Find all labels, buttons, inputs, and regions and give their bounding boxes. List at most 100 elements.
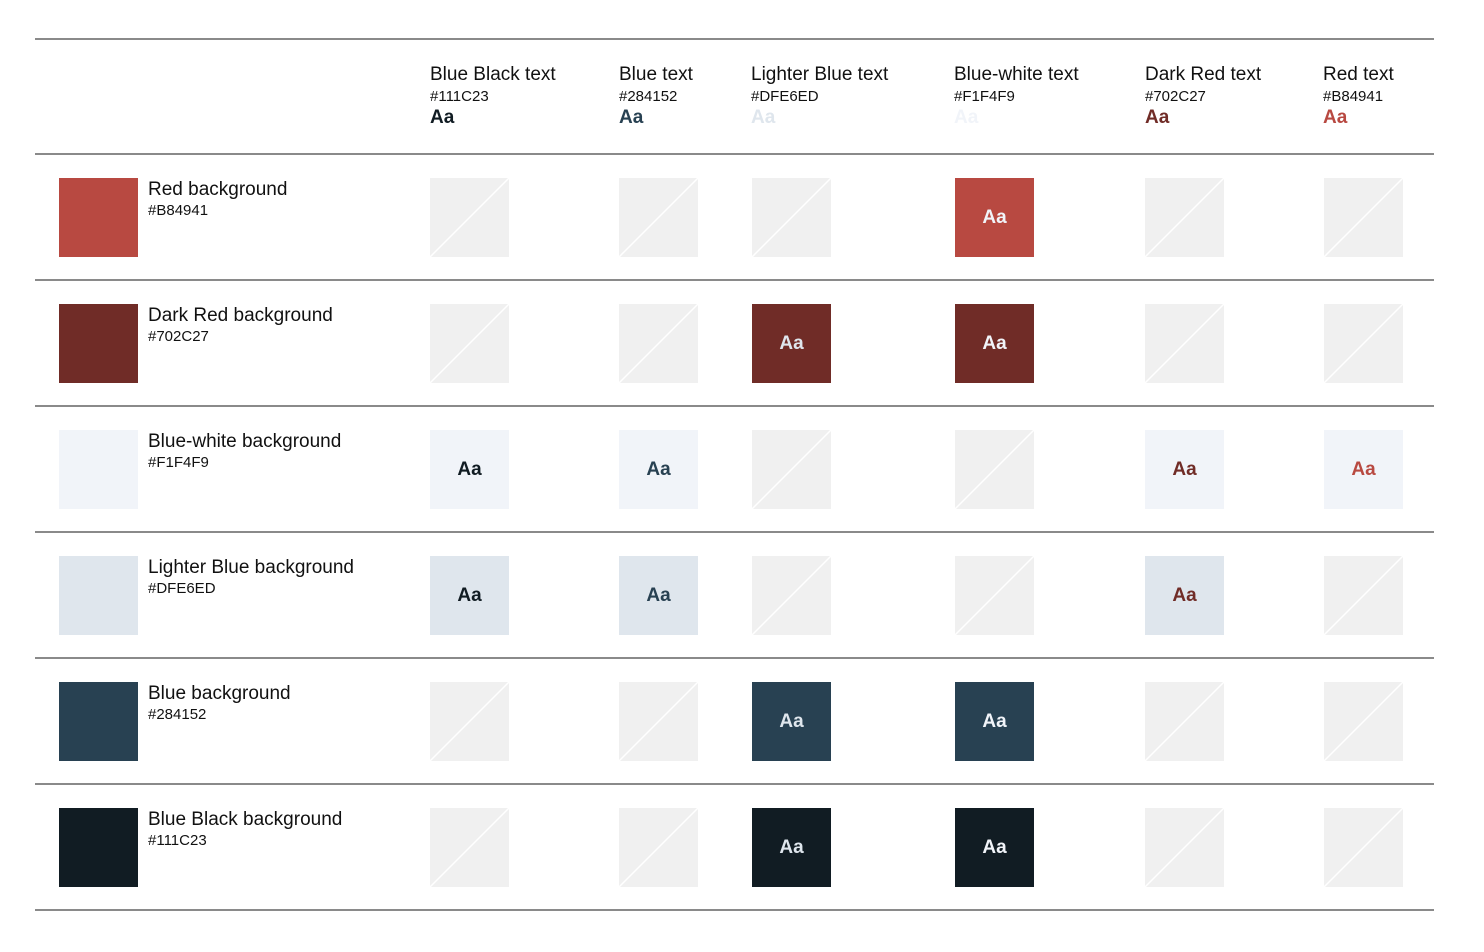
strike-through-icon: [619, 178, 698, 257]
contrast-sample-cell: Aa: [430, 556, 509, 635]
background-hex: #111C23: [148, 832, 207, 849]
strike-through-icon: [752, 556, 831, 635]
column-sample: Aa: [751, 107, 776, 128]
column-header: Dark Red text #702C27 Aa: [1145, 62, 1261, 129]
unavailable-combination-cell: [1324, 556, 1403, 635]
column-name: Lighter Blue text: [751, 64, 889, 85]
unavailable-combination-cell: [619, 304, 698, 383]
row-label: Blue Black background #111C23: [148, 807, 342, 851]
strike-through-icon: [430, 682, 509, 761]
column-sample: Aa: [430, 107, 455, 128]
strike-through-icon: [1145, 682, 1224, 761]
strike-through-icon: [619, 808, 698, 887]
column-hex: #284152: [619, 88, 678, 105]
background-name: Red background: [148, 179, 288, 200]
unavailable-combination-cell: [955, 556, 1034, 635]
column-hex: #F1F4F9: [954, 88, 1015, 105]
matrix-row: Blue Black background #111C23 Aa Aa: [0, 785, 1484, 911]
column-sample: Aa: [1323, 107, 1348, 128]
strike-through-icon: [1145, 304, 1224, 383]
unavailable-combination-cell: [1324, 808, 1403, 887]
contrast-sample-cell: Aa: [1145, 556, 1224, 635]
unavailable-combination-cell: [1145, 682, 1224, 761]
row-divider: [35, 405, 1434, 407]
contrast-sample-cell: Aa: [955, 304, 1034, 383]
column-sample: Aa: [619, 107, 644, 128]
strike-through-icon: [430, 808, 509, 887]
row-label: Blue background #284152: [148, 681, 291, 725]
background-hex: #DFE6ED: [148, 580, 216, 597]
strike-through-icon: [955, 430, 1034, 509]
unavailable-combination-cell: [619, 682, 698, 761]
column-name: Red text: [1323, 64, 1394, 85]
unavailable-combination-cell: [619, 808, 698, 887]
unavailable-combination-cell: [1324, 682, 1403, 761]
matrix-row: Lighter Blue background #DFE6ED Aa Aa Aa: [0, 533, 1484, 659]
unavailable-combination-cell: [752, 556, 831, 635]
column-sample: Aa: [954, 107, 979, 128]
top-rule: [35, 38, 1434, 40]
strike-through-icon: [619, 682, 698, 761]
contrast-sample-cell: Aa: [752, 682, 831, 761]
column-name: Dark Red text: [1145, 64, 1262, 85]
strike-through-icon: [752, 430, 831, 509]
background-swatch: [59, 682, 138, 761]
contrast-sample-cell: Aa: [752, 808, 831, 887]
background-hex: #284152: [148, 706, 207, 723]
column-header: Lighter Blue text #DFE6ED Aa: [751, 62, 888, 129]
contrast-sample-cell: Aa: [955, 682, 1034, 761]
row-divider: [35, 279, 1434, 281]
unavailable-combination-cell: [430, 178, 509, 257]
unavailable-combination-cell: [1145, 178, 1224, 257]
column-header: Blue Black text #111C23 Aa: [430, 62, 556, 129]
unavailable-combination-cell: [1145, 808, 1224, 887]
contrast-sample-cell: Aa: [752, 304, 831, 383]
matrix-row: Red background #B84941 Aa: [0, 155, 1484, 281]
strike-through-icon: [752, 178, 831, 257]
column-hex: #B84941: [1323, 88, 1384, 105]
background-name: Blue Black background: [148, 809, 343, 830]
row-label: Blue-white background #F1F4F9: [148, 429, 341, 473]
background-name: Lighter Blue background: [148, 557, 354, 578]
column-hex: #702C27: [1145, 88, 1206, 105]
background-hex: #F1F4F9: [148, 454, 209, 471]
unavailable-combination-cell: [1145, 304, 1224, 383]
background-name: Dark Red background: [148, 305, 333, 326]
unavailable-combination-cell: [752, 430, 831, 509]
background-name: Blue-white background: [148, 431, 342, 452]
row-label: Lighter Blue background #DFE6ED: [148, 555, 354, 599]
background-swatch: [59, 178, 138, 257]
strike-through-icon: [955, 556, 1034, 635]
row-divider: [35, 531, 1434, 533]
contrast-sample-cell: Aa: [1145, 430, 1224, 509]
unavailable-combination-cell: [752, 178, 831, 257]
header-rule: [35, 153, 1434, 155]
background-swatch: [59, 430, 138, 509]
column-header: Red text #B84941 Aa: [1323, 62, 1394, 129]
background-hex: #702C27: [148, 328, 209, 345]
row-label: Dark Red background #702C27: [148, 303, 333, 347]
column-header: Blue-white text #F1F4F9 Aa: [954, 62, 1079, 129]
unavailable-combination-cell: [619, 178, 698, 257]
strike-through-icon: [1324, 556, 1403, 635]
column-hex: #DFE6ED: [751, 88, 819, 105]
column-hex: #111C23: [430, 88, 489, 105]
strike-through-icon: [1145, 808, 1224, 887]
strike-through-icon: [1324, 682, 1403, 761]
row-divider: [35, 783, 1434, 785]
column-header: Blue text #284152 Aa: [619, 62, 693, 129]
unavailable-combination-cell: [430, 682, 509, 761]
background-swatch: [59, 556, 138, 635]
strike-through-icon: [1324, 808, 1403, 887]
strike-through-icon: [1324, 178, 1403, 257]
contrast-sample-cell: Aa: [430, 430, 509, 509]
matrix-row: Dark Red background #702C27 Aa Aa: [0, 281, 1484, 407]
strike-through-icon: [1324, 304, 1403, 383]
unavailable-combination-cell: [955, 430, 1034, 509]
contrast-sample-cell: Aa: [619, 430, 698, 509]
contrast-sample-cell: Aa: [1324, 430, 1403, 509]
row-divider: [35, 657, 1434, 659]
contrast-sample-cell: Aa: [619, 556, 698, 635]
background-hex: #B84941: [148, 202, 209, 219]
